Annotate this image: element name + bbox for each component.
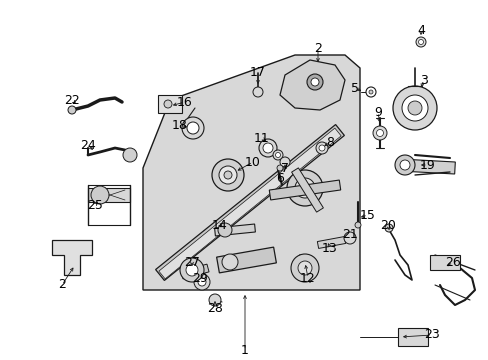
Text: 27: 27 — [183, 256, 200, 269]
Polygon shape — [399, 159, 454, 174]
Polygon shape — [429, 255, 459, 270]
Circle shape — [68, 106, 76, 114]
Text: 28: 28 — [206, 302, 223, 315]
Text: 18: 18 — [172, 118, 187, 131]
Text: 2: 2 — [58, 279, 66, 292]
Circle shape — [407, 101, 421, 115]
Text: 24: 24 — [80, 139, 96, 152]
Polygon shape — [52, 240, 92, 275]
Circle shape — [275, 153, 280, 158]
Polygon shape — [317, 237, 345, 248]
Text: 19: 19 — [419, 158, 435, 171]
Polygon shape — [216, 247, 276, 273]
Polygon shape — [291, 168, 323, 212]
Circle shape — [365, 87, 375, 97]
Circle shape — [259, 139, 276, 157]
Text: 22: 22 — [64, 94, 80, 107]
Polygon shape — [181, 264, 208, 279]
Text: 1: 1 — [241, 343, 248, 356]
Text: 20: 20 — [379, 219, 395, 231]
Polygon shape — [159, 128, 341, 279]
Circle shape — [272, 150, 283, 160]
Circle shape — [263, 143, 272, 153]
Circle shape — [276, 165, 283, 171]
Circle shape — [310, 78, 318, 86]
Text: 4: 4 — [416, 23, 424, 36]
Circle shape — [198, 278, 205, 286]
Circle shape — [163, 100, 172, 108]
Text: 26: 26 — [444, 256, 460, 269]
Text: 3: 3 — [419, 73, 427, 86]
Circle shape — [123, 148, 137, 162]
Circle shape — [401, 95, 427, 121]
Polygon shape — [155, 125, 344, 280]
Text: 25: 25 — [87, 198, 103, 212]
Text: 29: 29 — [192, 271, 207, 284]
Text: 2: 2 — [313, 41, 321, 54]
Circle shape — [297, 261, 311, 275]
Circle shape — [224, 171, 231, 179]
Text: 12: 12 — [300, 271, 315, 284]
Circle shape — [354, 222, 360, 228]
Circle shape — [185, 264, 198, 276]
Circle shape — [376, 130, 383, 136]
Text: 11: 11 — [254, 131, 269, 144]
Circle shape — [212, 159, 244, 191]
Circle shape — [194, 274, 209, 290]
Circle shape — [180, 258, 203, 282]
Polygon shape — [88, 188, 130, 202]
Circle shape — [219, 166, 237, 184]
Circle shape — [415, 37, 425, 47]
Circle shape — [208, 294, 221, 306]
Text: 15: 15 — [359, 208, 375, 221]
Text: 23: 23 — [423, 328, 439, 342]
Circle shape — [218, 223, 231, 237]
Text: 13: 13 — [322, 242, 337, 255]
Circle shape — [91, 186, 109, 204]
Circle shape — [286, 170, 323, 206]
Circle shape — [399, 160, 409, 170]
Circle shape — [186, 122, 199, 134]
Circle shape — [394, 155, 414, 175]
Text: 9: 9 — [373, 105, 381, 118]
Circle shape — [294, 178, 314, 198]
Circle shape — [280, 157, 289, 167]
Text: 17: 17 — [249, 66, 265, 78]
Text: 10: 10 — [244, 156, 261, 168]
Circle shape — [252, 87, 263, 97]
Circle shape — [418, 40, 423, 45]
Text: 16: 16 — [177, 95, 192, 108]
Circle shape — [182, 117, 203, 139]
Circle shape — [392, 86, 436, 130]
Circle shape — [290, 254, 318, 282]
Circle shape — [222, 254, 238, 270]
Circle shape — [384, 224, 392, 232]
Text: 21: 21 — [342, 228, 357, 240]
Text: 6: 6 — [276, 171, 284, 185]
Text: 7: 7 — [281, 162, 288, 175]
Polygon shape — [397, 328, 427, 346]
Circle shape — [318, 145, 325, 151]
Polygon shape — [142, 55, 359, 290]
Text: 5: 5 — [350, 81, 358, 95]
Polygon shape — [214, 224, 255, 236]
Polygon shape — [280, 60, 345, 110]
Circle shape — [368, 90, 372, 94]
Circle shape — [306, 74, 323, 90]
Polygon shape — [158, 95, 182, 113]
Circle shape — [343, 232, 355, 244]
Text: 8: 8 — [325, 135, 333, 149]
Circle shape — [372, 126, 386, 140]
Polygon shape — [269, 180, 340, 200]
Text: 14: 14 — [212, 219, 227, 231]
Circle shape — [315, 142, 327, 154]
